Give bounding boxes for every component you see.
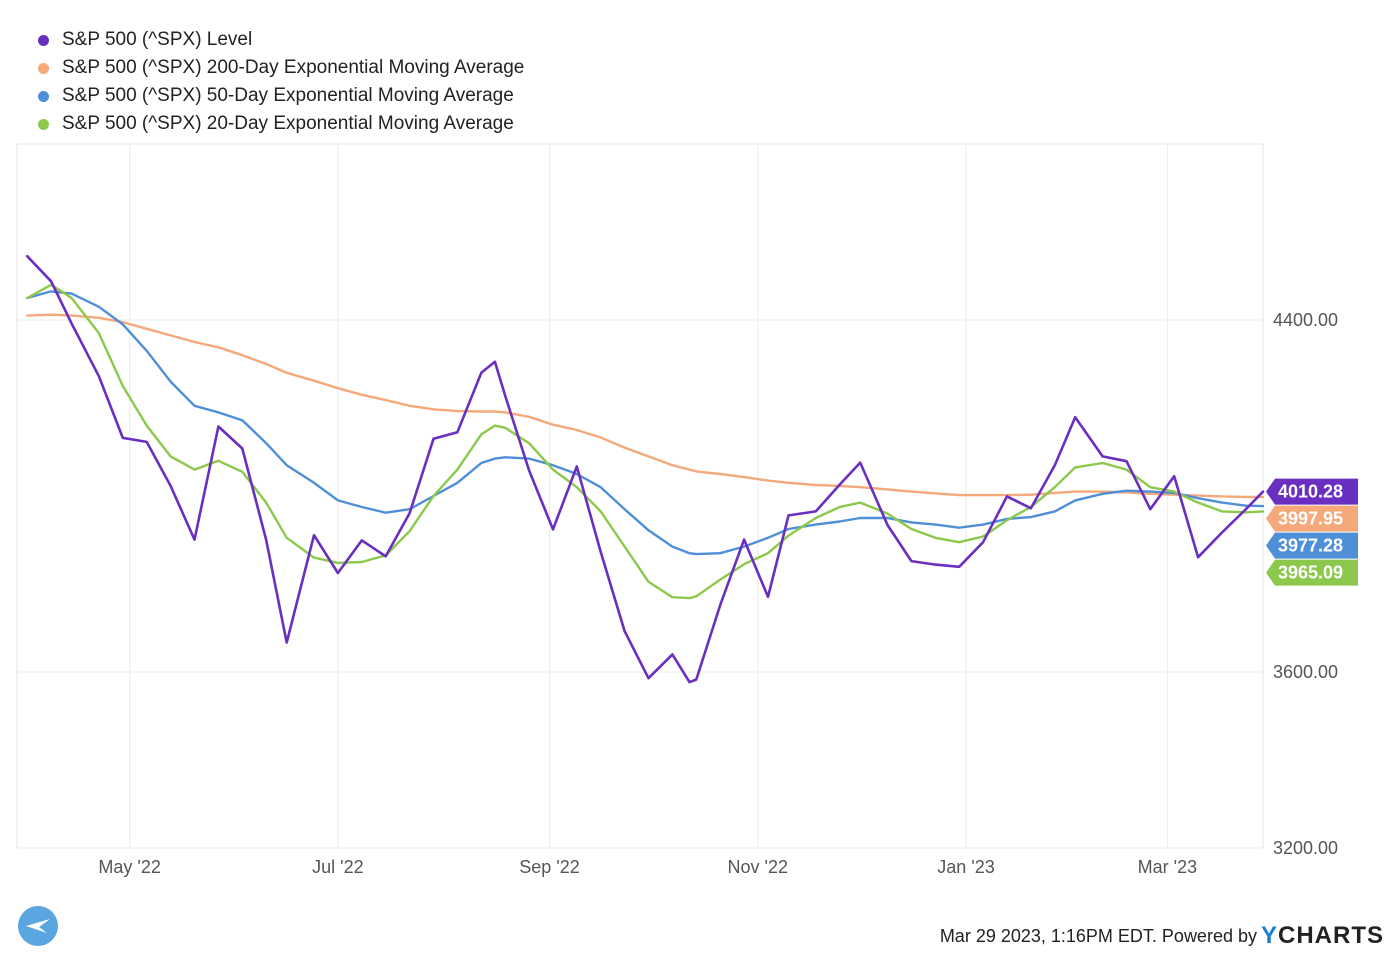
y-tick-label: 3600.00 [1273,662,1338,682]
legend-item-ema50[interactable]: S&P 500 (^SPX) 50-Day Exponential Moving… [38,82,524,110]
end-value-label: 3977.28 [1278,536,1343,556]
end-value-label: 3965.09 [1278,563,1343,583]
ycharts-logo-icon[interactable] [18,906,58,946]
brand-rest: CHARTS [1278,922,1384,949]
legend-dot-ema200 [38,62,49,74]
end-value-tag-bg [1266,505,1358,532]
paper-plane-icon [26,919,50,933]
end-value-tag: 3997.95 [1266,505,1358,532]
end-value-tag: 3977.28 [1266,532,1358,559]
end-value-tag-bg [1266,478,1358,505]
legend-label-ema50: S&P 500 (^SPX) 50-Day Exponential Moving… [62,85,514,106]
series-line-level [25,254,1265,684]
legend-label-ema20: S&P 500 (^SPX) 20-Day Exponential Moving… [62,113,514,134]
brand-y: Y [1260,922,1278,949]
end-value-tag: 3965.09 [1266,559,1358,586]
legend-dot-level [38,34,49,46]
x-tick-label: Jan '23 [937,857,994,877]
series-line-ema20 [26,283,1265,600]
timestamp-text: Mar 29 2023, 1:16PM EDT. Powered by [939,925,1257,946]
footer: Mar 29 2023, 1:16PM EDT. Powered by YCHA… [940,922,1384,950]
legend: S&P 500 (^SPX) Level S&P 500 (^SPX) 200-… [38,26,524,138]
legend-label-level: S&P 500 (^SPX) Level [62,29,253,50]
legend-dot-ema50 [38,90,49,102]
legend-item-ema20[interactable]: S&P 500 (^SPX) 20-Day Exponential Moving… [38,110,524,138]
legend-dot-ema20 [38,118,49,130]
legend-label-ema200: S&P 500 (^SPX) 200-Day Exponential Movin… [62,57,525,78]
legend-item-ema200[interactable]: S&P 500 (^SPX) 200-Day Exponential Movin… [38,54,524,82]
series-line-ema50 [26,290,1265,556]
x-tick-label: May '22 [98,857,160,877]
series-line-ema200 [26,313,1265,499]
end-value-tag-bg [1266,532,1358,559]
ycharts-brand[interactable]: YCHARTS [1261,922,1384,950]
x-tick-label: Sep '22 [519,857,580,877]
x-tick-label: Mar '23 [1138,857,1197,877]
end-value-label: 4010.28 [1278,482,1343,502]
y-tick-label: 4400.00 [1273,310,1338,330]
end-value-tag-bg [1266,559,1358,586]
y-tick-label: 3200.00 [1273,838,1338,858]
x-tick-label: Nov '22 [728,857,788,877]
legend-item-level[interactable]: S&P 500 (^SPX) Level [38,26,524,54]
end-value-label: 3997.95 [1278,509,1343,529]
x-tick-label: Jul '22 [312,857,363,877]
end-value-tag: 4010.28 [1266,478,1358,505]
